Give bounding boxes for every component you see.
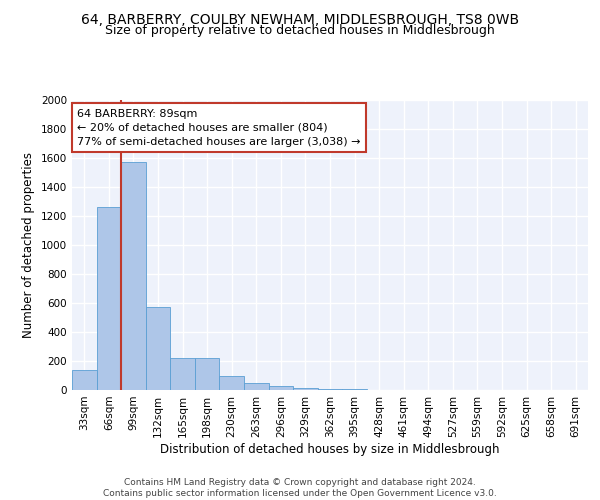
X-axis label: Distribution of detached houses by size in Middlesbrough: Distribution of detached houses by size … <box>160 442 500 456</box>
Bar <box>220 376 244 390</box>
Bar <box>342 388 367 390</box>
Text: Size of property relative to detached houses in Middlesbrough: Size of property relative to detached ho… <box>105 24 495 37</box>
Bar <box>170 358 195 390</box>
Bar <box>244 383 269 390</box>
Bar <box>121 162 146 390</box>
Bar <box>97 206 121 390</box>
Text: Contains HM Land Registry data © Crown copyright and database right 2024.
Contai: Contains HM Land Registry data © Crown c… <box>103 478 497 498</box>
Bar <box>72 370 97 390</box>
Bar <box>195 358 220 390</box>
Bar <box>293 388 318 390</box>
Text: 64, BARBERRY, COULBY NEWHAM, MIDDLESBROUGH, TS8 0WB: 64, BARBERRY, COULBY NEWHAM, MIDDLESBROU… <box>81 12 519 26</box>
Y-axis label: Number of detached properties: Number of detached properties <box>22 152 35 338</box>
Bar <box>269 386 293 390</box>
Bar <box>318 388 342 390</box>
Bar <box>146 308 170 390</box>
Text: 64 BARBERRY: 89sqm
← 20% of detached houses are smaller (804)
77% of semi-detach: 64 BARBERRY: 89sqm ← 20% of detached hou… <box>77 108 361 146</box>
